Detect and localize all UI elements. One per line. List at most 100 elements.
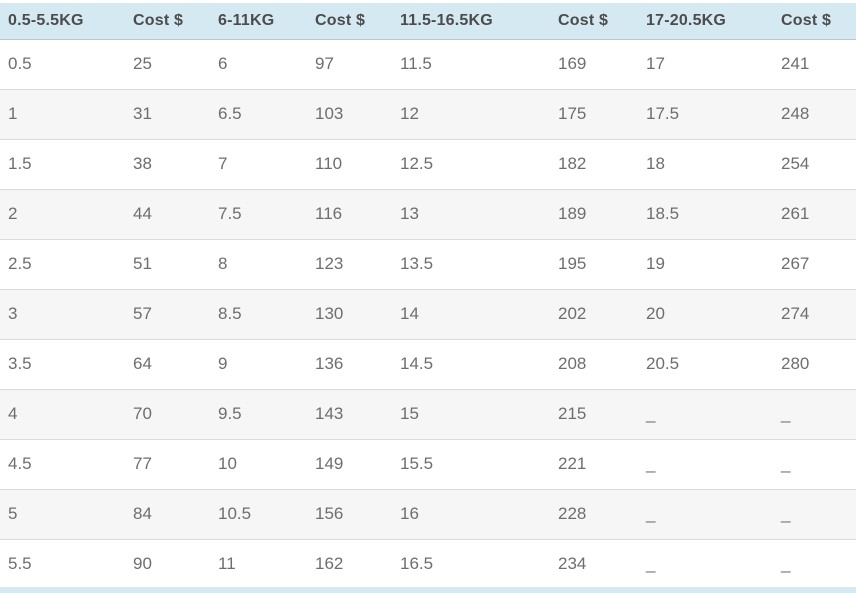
table-cell: 241 [781, 54, 810, 73]
column-header-0: 0.5-5.5KG [8, 11, 84, 29]
table-header-row: 0.5-5.5KG Cost $ 6-11KG Cost $ 11.5-16.5KG Co… [0, 3, 856, 39]
table-cell: 162 [315, 554, 344, 573]
table-cell: 2 [8, 204, 18, 223]
table-cell: 6 [218, 54, 228, 73]
table-cell: 2.5 [8, 254, 32, 273]
table-cell: 5.5 [8, 554, 32, 573]
table-row: 4.5 77 10 149 15.5 221 _ _ [0, 439, 856, 489]
table-cell: 7.5 [218, 204, 242, 223]
table-cell: _ [646, 454, 656, 473]
table-cell: 5 [8, 504, 18, 523]
table-cell: 18.5 [646, 204, 680, 223]
table-cell: 6.5 [218, 104, 242, 123]
table-cell: 8 [218, 254, 228, 273]
column-header-2: 6-11KG [218, 11, 275, 29]
column-header-6: 17-20.5KG [646, 11, 727, 29]
table-cell: 10.5 [218, 504, 252, 523]
table-cell: 77 [133, 454, 152, 473]
table-cell: 156 [315, 504, 344, 523]
table-cell: 25 [133, 54, 152, 73]
column-header-5: Cost $ [558, 11, 609, 29]
table-cell: 3 [8, 304, 18, 323]
table-cell: 136 [315, 354, 344, 373]
table-cell: 182 [558, 154, 587, 173]
table-cell: 221 [558, 454, 587, 473]
table-cell: 16 [400, 504, 419, 523]
table-cell: 103 [315, 104, 344, 123]
table-cell: 90 [133, 554, 152, 573]
table-cell: 1.5 [8, 154, 32, 173]
table-cell: 189 [558, 204, 587, 223]
table-cell: 11.5 [400, 54, 432, 73]
table-cell: 280 [781, 354, 810, 373]
table-cell: 254 [781, 154, 810, 173]
table-cell: _ [781, 554, 791, 573]
table-cell: 14.5 [400, 354, 434, 373]
column-header-1: Cost $ [133, 11, 184, 29]
table-cell: 15 [400, 404, 419, 423]
table-cell: _ [646, 504, 656, 523]
table-row: 2.5 51 8 123 13.5 195 19 267 [0, 239, 856, 289]
table-cell: 12.5 [400, 154, 434, 173]
table-row: 5 84 10.5 156 16 228 _ _ [0, 489, 856, 539]
table-cell: 11 [218, 554, 236, 573]
shipping-cost-table: 0.5-5.5KG Cost $ 6-11KG Cost $ 11.5-16.5KG Co… [0, 3, 856, 590]
table-cell: 202 [558, 304, 587, 323]
column-header-3: Cost $ [315, 11, 366, 29]
table-cell: 31 [133, 104, 152, 123]
table-cell: 274 [781, 304, 810, 323]
table-row: 5.5 90 11 162 16.5 234 _ _ [0, 539, 856, 589]
table-row: 3.5 64 9 136 14.5 208 20.5 280 [0, 339, 856, 389]
table-cell: 267 [781, 254, 810, 273]
table-cell: 20 [646, 304, 665, 323]
table-cell: 110 [315, 154, 343, 173]
table-cell: 195 [558, 254, 587, 273]
table-cell: 16.5 [400, 554, 434, 573]
table-cell: 0.5 [8, 54, 32, 73]
table-cell: 97 [315, 54, 334, 73]
table-cell: 175 [558, 104, 587, 123]
table-cell: 12 [400, 104, 419, 123]
table-cell: 4.5 [8, 454, 32, 473]
table-header: 0.5-5.5KG Cost $ 6-11KG Cost $ 11.5-16.5KG Co… [0, 3, 856, 39]
table-row: 0.5 25 6 97 11.5 169 17 241 [0, 39, 856, 89]
table-cell: 15.5 [400, 454, 434, 473]
table-cell: 13 [400, 204, 419, 223]
table-cell: 130 [315, 304, 344, 323]
table-cell: 3.5 [8, 354, 32, 373]
table-row: 4 70 9.5 143 15 215 _ _ [0, 389, 856, 439]
table-row: 3 57 8.5 130 14 202 20 274 [0, 289, 856, 339]
table-cell: 261 [781, 204, 810, 223]
table-cell: 19 [646, 254, 665, 273]
table-cell: 9.5 [218, 404, 242, 423]
table-cell: 208 [558, 354, 587, 373]
table-cell: _ [781, 504, 791, 523]
table-row: 1.5 38 7 110 12.5 182 18 254 [0, 139, 856, 189]
table-cell: 4 [8, 404, 18, 423]
table-cell: 14 [400, 304, 419, 323]
table-row: 1 31 6.5 103 12 175 17.5 248 [0, 89, 856, 139]
table-cell: 228 [558, 504, 587, 523]
table-cell: 70 [133, 404, 152, 423]
table-cell: 116 [315, 204, 343, 223]
table-cell: 248 [781, 104, 810, 123]
table-cell: 44 [133, 204, 152, 223]
table-cell: 57 [133, 304, 152, 323]
table-cell: 234 [558, 554, 587, 573]
table-cell: 123 [315, 254, 344, 273]
table-cell: 17.5 [646, 104, 680, 123]
table-cell: 17 [646, 54, 665, 73]
table-cell: 18 [646, 154, 665, 173]
table-cell: _ [646, 404, 656, 423]
column-header-4: 11.5-16.5KG [400, 11, 493, 29]
table-cell: 7 [218, 154, 228, 173]
table-cell: 143 [315, 404, 344, 423]
table-cell: 20.5 [646, 354, 680, 373]
table-cell: _ [781, 454, 791, 473]
table-cell: 38 [133, 154, 152, 173]
table-cell: 169 [558, 54, 587, 73]
table-cell: 64 [133, 354, 152, 373]
table-cell: 10 [218, 454, 237, 473]
table-cell: 84 [133, 504, 152, 523]
column-header-7: Cost $ [781, 11, 832, 29]
